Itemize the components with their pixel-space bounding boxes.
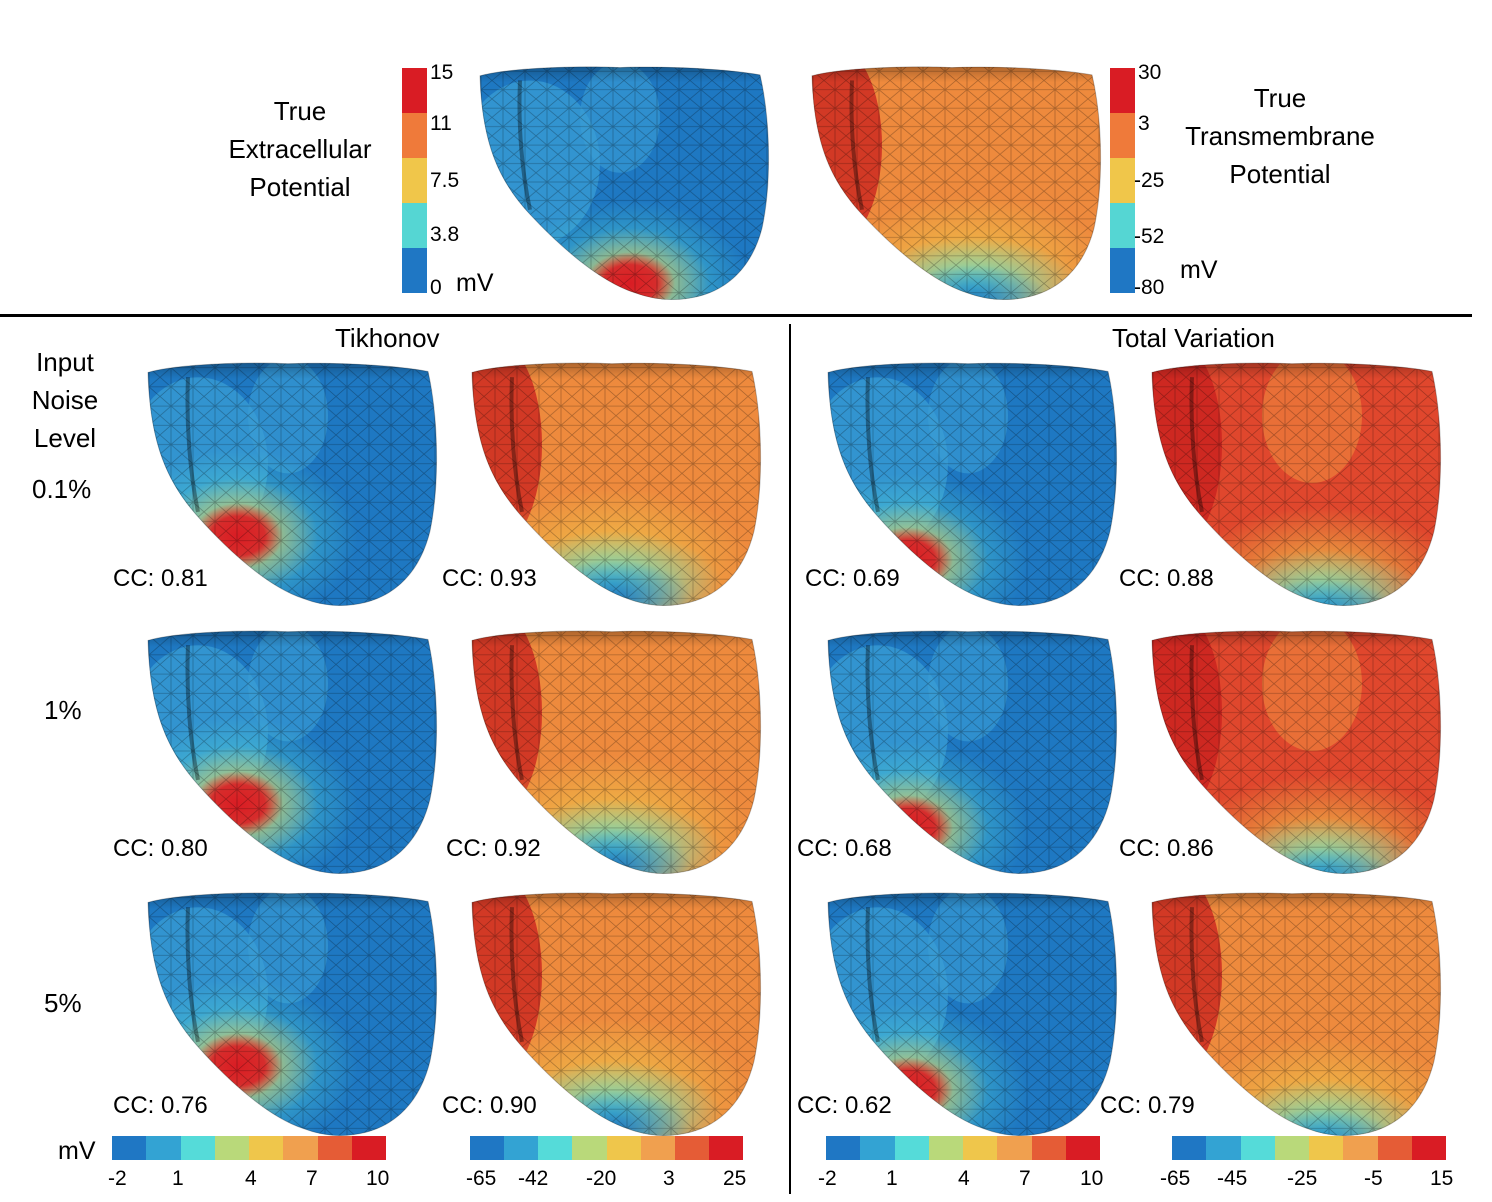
colorbar-tick: 11 [430, 112, 452, 135]
bottom-tick: 1 [172, 1167, 184, 1190]
cc-label: CC: 0.86 [1119, 835, 1214, 862]
cc-label: CC: 0.92 [446, 835, 541, 862]
section-divider [0, 314, 1472, 317]
cc-label: CC: 0.62 [797, 1092, 892, 1119]
title-line: True [273, 96, 327, 126]
heart-map [471, 892, 762, 1137]
colorbar-tick: 3 [1138, 112, 1150, 135]
cc-label: CC: 0.76 [113, 1092, 208, 1119]
cc-label: CC: 0.93 [442, 565, 537, 592]
bottom-colorbar-3 [826, 1136, 1100, 1160]
bottom-scale-unit: mV [58, 1137, 96, 1165]
tikhonov-title: Tikhonov [335, 323, 440, 353]
heart-map [827, 362, 1118, 607]
cc-label: CC: 0.88 [1119, 565, 1214, 592]
colorbar-tick: 7.5 [430, 169, 460, 192]
bottom-tick: -42 [518, 1167, 549, 1190]
bottom-tick: 10 [366, 1167, 390, 1190]
true-transmembrane-title: True Transmembrane Potential [1160, 79, 1400, 193]
heart-map [147, 362, 438, 607]
cc-label: CC: 0.68 [797, 835, 892, 862]
cc-label: CC: 0.81 [113, 565, 208, 592]
title-line: Potential [249, 172, 351, 202]
colorbar-unit: mV [1180, 256, 1218, 284]
heart-map [1151, 362, 1442, 607]
row-header-line: Input [36, 347, 94, 377]
row-header-line: Noise [31, 385, 99, 415]
bottom-colorbar-1 [112, 1136, 386, 1160]
noise-level-label: 1% [44, 695, 82, 725]
bottom-tick: 4 [245, 1167, 257, 1190]
true-extracellular-title: True Extracellular Potential [205, 92, 395, 206]
title-line: Extracellular [228, 134, 372, 164]
colorbar-tick: -25 [1134, 169, 1165, 192]
cc-label: CC: 0.79 [1100, 1092, 1195, 1119]
colorbar-tick: 3.8 [430, 223, 460, 246]
colorbar-unit: mV [456, 269, 494, 297]
row-header-line: Level [33, 423, 97, 453]
colorbar-tick: -52 [1134, 225, 1165, 248]
title-line: Potential [1229, 159, 1331, 189]
bottom-tick: -45 [1217, 1167, 1248, 1190]
cc-label: CC: 0.90 [442, 1092, 537, 1119]
bottom-tick: 7 [1019, 1167, 1031, 1190]
cc-label: CC: 0.69 [805, 565, 900, 592]
bottom-tick: -2 [108, 1167, 127, 1190]
bottom-tick: 7 [306, 1167, 318, 1190]
heart-map [1151, 892, 1442, 1137]
bottom-colorbar-4 [1172, 1136, 1446, 1160]
heart-map [479, 66, 770, 301]
heart-map [1151, 630, 1442, 875]
colorbar-tick: 0 [430, 276, 442, 299]
bottom-tick: -20 [586, 1167, 617, 1190]
heart-map [471, 630, 762, 875]
heart-map [811, 66, 1102, 301]
colorbar-tick: 15 [430, 61, 454, 84]
colorbar-tick: 30 [1138, 61, 1162, 84]
transmembrane-colorbar [1110, 68, 1135, 293]
cc-label: CC: 0.80 [113, 835, 208, 862]
colorbar-tick: -80 [1134, 276, 1165, 299]
bottom-tick: 3 [663, 1167, 675, 1190]
column-divider [789, 324, 791, 1194]
bottom-tick: 10 [1080, 1167, 1104, 1190]
bottom-tick: 25 [723, 1167, 747, 1190]
title-line: Transmembrane [1185, 121, 1375, 151]
bottom-tick: 15 [1430, 1167, 1454, 1190]
input-noise-level-label: Input Noise Level [20, 343, 110, 457]
noise-level-label: 0.1% [32, 474, 92, 504]
bottom-colorbar-2 [470, 1136, 743, 1160]
bottom-tick: -5 [1364, 1167, 1383, 1190]
total-variation-title: Total Variation [1112, 323, 1275, 353]
bottom-tick: 4 [958, 1167, 970, 1190]
heart-map [827, 892, 1118, 1137]
heart-map [471, 362, 762, 607]
heart-map [147, 892, 438, 1137]
bottom-tick: -65 [466, 1167, 497, 1190]
bottom-tick: -2 [818, 1167, 837, 1190]
title-line: True [1253, 83, 1307, 113]
bottom-tick: -25 [1287, 1167, 1318, 1190]
noise-level-label: 5% [44, 988, 82, 1018]
heart-map [827, 630, 1118, 875]
bottom-tick: 1 [886, 1167, 898, 1190]
extracellular-colorbar [402, 68, 427, 293]
bottom-tick: -65 [1160, 1167, 1191, 1190]
heart-map [147, 630, 438, 875]
